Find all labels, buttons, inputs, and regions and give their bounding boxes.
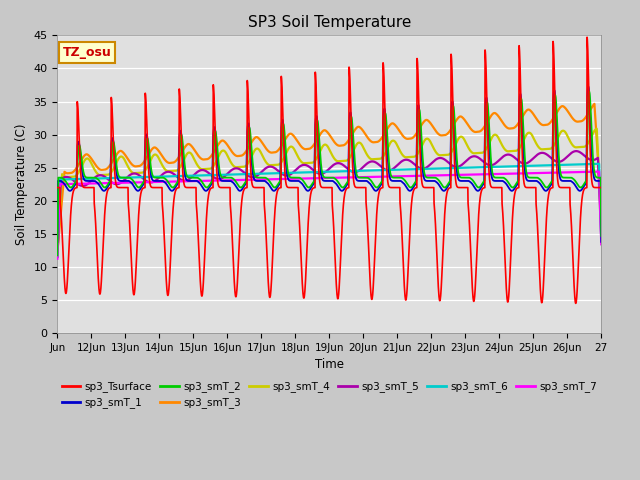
sp3_smT_4: [593, 126, 600, 132]
sp3_smT_6: [524, 163, 531, 169]
sp3_Tsurface: [590, 184, 598, 190]
sp3_Tsurface: [225, 185, 233, 191]
sp3_smT_4: [597, 223, 605, 228]
sp3_smT_7: [108, 180, 116, 186]
sp3_smT_4: [589, 130, 597, 135]
X-axis label: Time: Time: [315, 359, 344, 372]
sp3_smT_3: [597, 209, 605, 215]
sp3_smT_2: [362, 175, 370, 180]
sp3_smT_2: [225, 175, 233, 180]
Line: sp3_smT_7: sp3_smT_7: [58, 172, 601, 259]
Title: SP3 Soil Temperature: SP3 Soil Temperature: [248, 15, 411, 30]
sp3_smT_6: [54, 253, 61, 259]
sp3_smT_3: [591, 101, 598, 107]
sp3_smT_5: [362, 162, 370, 168]
sp3_smT_1: [493, 178, 500, 184]
sp3_smT_6: [362, 168, 370, 173]
sp3_smT_5: [590, 157, 598, 163]
sp3_smT_3: [589, 102, 597, 108]
Line: sp3_smT_3: sp3_smT_3: [58, 104, 601, 252]
sp3_smT_3: [362, 132, 370, 138]
sp3_smT_5: [108, 180, 116, 185]
sp3_smT_5: [225, 169, 233, 175]
sp3_smT_2: [586, 89, 593, 95]
sp3_smT_4: [108, 169, 116, 175]
sp3_smT_6: [597, 237, 605, 243]
sp3_smT_3: [524, 107, 531, 113]
sp3_smT_7: [589, 169, 597, 175]
Line: sp3_smT_5: sp3_smT_5: [58, 151, 601, 257]
sp3_Tsurface: [108, 99, 116, 105]
sp3_smT_3: [54, 249, 61, 255]
sp3_smT_5: [597, 236, 605, 242]
Legend: sp3_Tsurface, sp3_smT_1, sp3_smT_2, sp3_smT_3, sp3_smT_4, sp3_smT_5, sp3_smT_6, : sp3_Tsurface, sp3_smT_1, sp3_smT_2, sp3_…: [58, 377, 601, 412]
sp3_smT_4: [524, 131, 531, 136]
sp3_smT_1: [524, 178, 531, 183]
sp3_smT_1: [225, 178, 233, 184]
Line: sp3_smT_2: sp3_smT_2: [58, 92, 601, 255]
Line: sp3_smT_1: sp3_smT_1: [58, 86, 601, 242]
sp3_smT_3: [108, 160, 116, 166]
sp3_smT_1: [584, 84, 592, 89]
sp3_smT_2: [590, 164, 598, 170]
sp3_smT_7: [597, 241, 605, 247]
sp3_smT_7: [524, 170, 531, 176]
sp3_smT_2: [524, 173, 531, 179]
sp3_smT_1: [597, 239, 605, 245]
sp3_smT_3: [225, 144, 233, 150]
sp3_smT_6: [108, 175, 116, 181]
sp3_smT_7: [225, 178, 233, 183]
sp3_smT_4: [493, 133, 500, 139]
sp3_smT_1: [590, 173, 598, 179]
sp3_smT_7: [595, 169, 603, 175]
sp3_smT_4: [362, 150, 370, 156]
sp3_smT_6: [493, 164, 500, 169]
sp3_smT_7: [54, 256, 61, 262]
sp3_smT_2: [493, 175, 500, 180]
sp3_smT_6: [595, 161, 603, 167]
sp3_smT_4: [225, 156, 233, 162]
sp3_Tsurface: [524, 185, 531, 191]
sp3_Tsurface: [597, 185, 605, 191]
sp3_smT_7: [362, 174, 370, 180]
sp3_smT_5: [524, 160, 531, 166]
sp3_smT_4: [54, 249, 61, 255]
Line: sp3_smT_6: sp3_smT_6: [58, 164, 601, 256]
sp3_smT_6: [225, 172, 233, 178]
sp3_smT_3: [493, 111, 500, 117]
Text: TZ_osu: TZ_osu: [63, 46, 111, 59]
sp3_smT_1: [362, 178, 370, 184]
sp3_smT_1: [108, 138, 116, 144]
sp3_smT_5: [572, 148, 580, 154]
sp3_smT_7: [493, 171, 500, 177]
sp3_smT_6: [589, 161, 597, 167]
sp3_smT_2: [597, 233, 605, 239]
sp3_Tsurface: [572, 300, 580, 306]
sp3_Tsurface: [54, 185, 61, 191]
sp3_smT_5: [493, 159, 500, 165]
Line: sp3_smT_4: sp3_smT_4: [58, 129, 601, 252]
sp3_smT_1: [54, 239, 61, 245]
sp3_Tsurface: [362, 185, 370, 191]
sp3_Tsurface: [583, 35, 591, 40]
sp3_smT_2: [54, 252, 61, 258]
sp3_Tsurface: [493, 185, 500, 191]
sp3_smT_2: [108, 156, 116, 162]
Line: sp3_Tsurface: sp3_Tsurface: [58, 37, 601, 303]
Y-axis label: Soil Temperature (C): Soil Temperature (C): [15, 123, 28, 245]
sp3_smT_5: [54, 254, 61, 260]
